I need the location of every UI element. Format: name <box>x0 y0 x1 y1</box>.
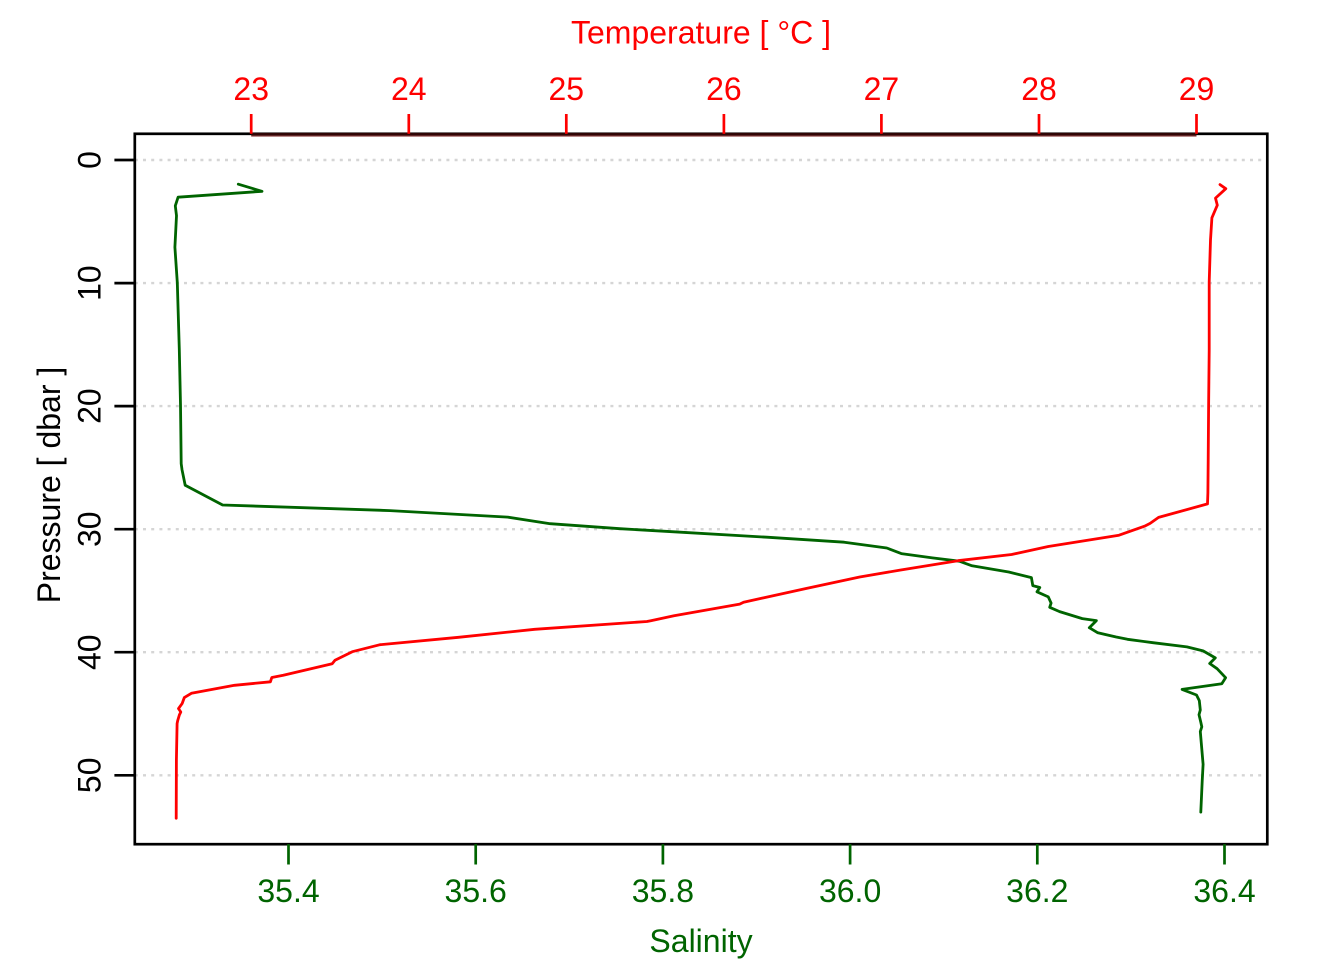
svg-text:36.2: 36.2 <box>1006 873 1068 909</box>
svg-text:36.0: 36.0 <box>819 873 881 909</box>
svg-text:35.6: 35.6 <box>445 873 507 909</box>
svg-text:0: 0 <box>72 151 108 169</box>
svg-text:30: 30 <box>72 511 108 547</box>
svg-text:Salinity: Salinity <box>649 923 752 959</box>
svg-text:28: 28 <box>1021 71 1057 107</box>
svg-text:40: 40 <box>72 634 108 670</box>
svg-text:35.4: 35.4 <box>257 873 319 909</box>
svg-text:36.4: 36.4 <box>1193 873 1255 909</box>
svg-text:Pressure [ dbar ]: Pressure [ dbar ] <box>31 367 67 604</box>
svg-text:Temperature [ °C ]: Temperature [ °C ] <box>571 15 831 51</box>
svg-text:24: 24 <box>391 71 427 107</box>
svg-text:27: 27 <box>864 71 900 107</box>
svg-text:50: 50 <box>72 758 108 794</box>
svg-text:35.8: 35.8 <box>632 873 694 909</box>
svg-text:23: 23 <box>233 71 269 107</box>
svg-text:29: 29 <box>1179 71 1215 107</box>
svg-text:26: 26 <box>706 71 742 107</box>
svg-text:10: 10 <box>72 265 108 301</box>
svg-text:20: 20 <box>72 388 108 424</box>
svg-text:25: 25 <box>549 71 585 107</box>
